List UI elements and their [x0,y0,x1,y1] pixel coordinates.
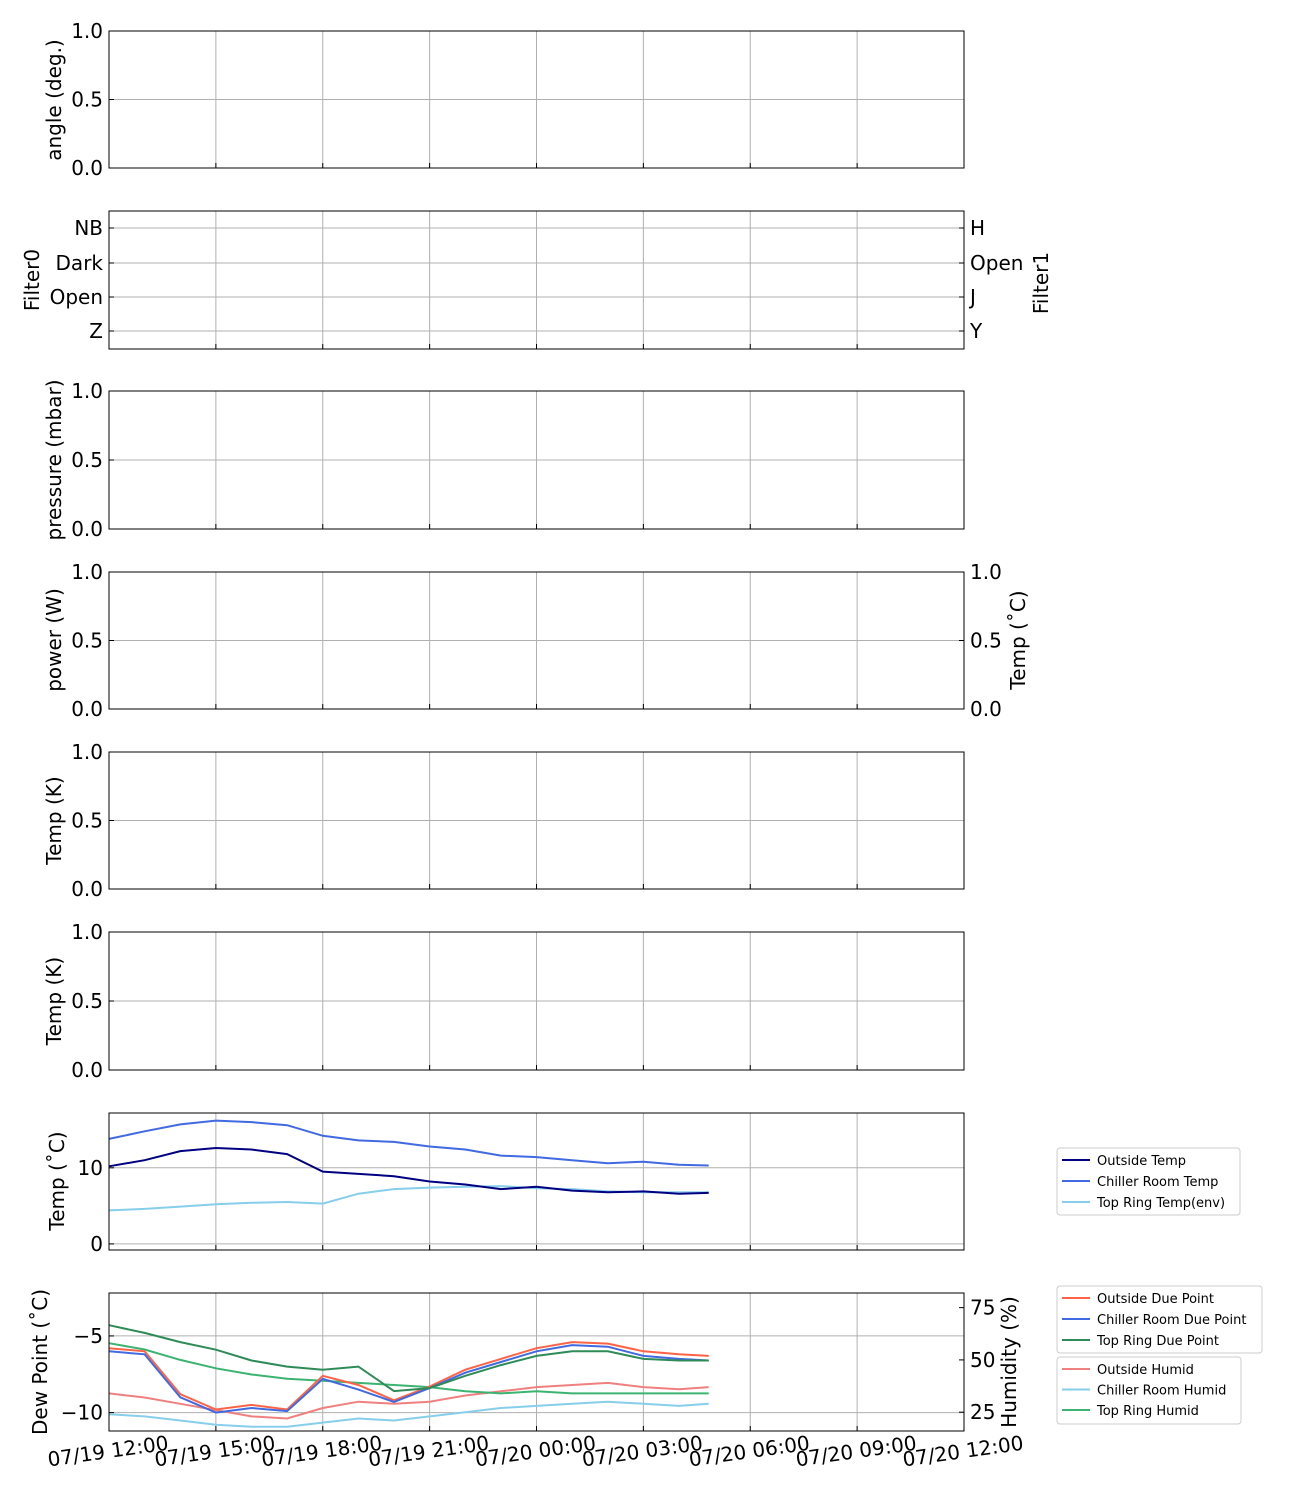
plot-frame [108,1292,965,1432]
plot-frame [108,1112,965,1251]
y-tick-label: 0.5 [71,88,103,112]
y-tick-label: −5 [74,1324,103,1348]
dew-panel: −5 −10 75 50 25 Dew Point (˚C) Humidity (%) [28,1289,1021,1435]
legend-label: Chiller Room Temp [1097,1175,1218,1190]
temp-legend: Outside Temp Chiller Room Temp Top Ring Te… [1056,1147,1241,1216]
y-tick-label: 0.5 [71,629,103,653]
legend-frame [1056,1147,1241,1216]
left-y-axis-label: Filter0 [20,249,44,311]
right-y-tick-label: 0.0 [970,697,1002,721]
y-tick-label: 1.0 [71,19,103,43]
x-tick-label: 07/20 03:00 [581,1431,705,1472]
series-line-top-ring-humid [108,1342,709,1395]
series-line-chiller-room-temp [108,1119,709,1167]
series-line-outside-temp [108,1146,709,1195]
legend-label: Outside Due Point [1097,1292,1214,1307]
plot-frame [108,931,965,1071]
right-y-tick-label: J [968,285,976,309]
y-tick-label: Dark [56,251,104,275]
series-line-chiller-room-due-point [108,1344,709,1414]
x-tick-label: 07/19 21:00 [367,1431,491,1472]
y-tick-label: 0 [90,1232,103,1256]
legend-label: Chiller Room Humid [1097,1384,1226,1399]
legend-label: Chiller Room Due Point [1097,1313,1246,1328]
y-tick-label: Open [50,285,103,309]
tempC-panel: 10 0 Temp (˚C) [45,1112,965,1256]
y-axis-label: angle (deg.) [42,39,66,161]
right-y-tick-label: 0.5 [970,629,1002,653]
y-axis-label: Temp (˚C) [45,1131,69,1231]
plot-frame [108,751,965,890]
series-line-outside-due-point [108,1341,709,1411]
legend-frame [1056,1285,1263,1354]
y-tick-label: 0.0 [71,517,103,541]
plot-frame [108,30,965,169]
right-y-tick-label: H [970,216,985,240]
y-tick-label: 0.0 [71,156,103,180]
y-axis-label: Temp (K) [42,776,66,865]
y-tick-label: 0.5 [71,448,103,472]
legend-label: Top Ring Due Point [1096,1334,1219,1349]
y-tick-label: 1.0 [71,560,103,584]
right-y-axis-label: Temp (˚C) [1006,590,1030,690]
legend-label: Top Ring Humid [1096,1404,1199,1419]
y-tick-label: 10 [78,1156,103,1180]
series-line-outside-humid [108,1381,709,1420]
x-tick-label: 07/20 09:00 [794,1431,918,1472]
humidity-legend: Outside Humid Chiller Room Humid Top Ring … [1056,1356,1242,1425]
y-tick-label: −10 [61,1401,103,1425]
y-tick-label: 1.0 [71,920,103,944]
plot-frame [108,571,965,710]
series-line-top-ring-temp-env [108,1185,709,1212]
x-tick-label: 07/20 12:00 [901,1431,1025,1472]
x-tick-label: 07/19 18:00 [260,1431,384,1472]
y-tick-label: Z [89,319,103,343]
y-axis-label: Temp (K) [42,957,66,1046]
y-axis-label: pressure (mbar) [42,379,66,540]
y-tick-label: 1.0 [71,379,103,403]
right-y-tick-label: 50 [970,1348,995,1372]
left-y-axis-label: Dew Point (˚C) [28,1289,52,1435]
x-tick-label: 07/19 15:00 [153,1431,277,1472]
right-y-tick-label: 75 [970,1296,995,1320]
x-tick-label: 07/20 00:00 [474,1431,598,1472]
right-y-axis-label: Filter1 [1029,252,1053,314]
series-line-chiller-room-humid [108,1400,709,1428]
right-y-tick-label: 1.0 [970,560,1002,584]
y-tick-label: 0.0 [71,697,103,721]
dew-point-legend: Outside Due Point Chiller Room Due Point T… [1056,1285,1263,1354]
plot-frame [108,210,965,350]
plot-frame [108,390,965,530]
legend-frame [1056,1356,1242,1425]
legend-label: Top Ring Temp(env) [1096,1196,1225,1211]
series-line-top-ring-due-point [108,1324,709,1393]
y-tick-label: 0.5 [71,809,103,833]
filter-panel: NB H Dark Open Open J Z Y Filter0 Filter1 [20,210,1053,350]
y-tick-label: 0.5 [71,989,103,1013]
legend-label: Outside Humid [1097,1363,1194,1378]
y-tick-label: 0.0 [71,877,103,901]
left-y-axis-label: power (W) [42,588,66,692]
y-tick-label: NB [74,216,103,240]
legend-label: Outside Temp [1097,1154,1186,1169]
right-y-tick-label: Open [970,251,1023,275]
right-y-tick-label: Y [969,319,983,343]
right-y-axis-label: Humidity (%) [997,1296,1021,1428]
right-y-tick-label: 25 [970,1400,995,1424]
y-tick-label: 1.0 [71,740,103,764]
x-tick-label: 07/19 12:00 [46,1431,170,1472]
x-tick-label: 07/20 06:00 [687,1431,811,1472]
y-tick-label: 0.0 [71,1058,103,1082]
